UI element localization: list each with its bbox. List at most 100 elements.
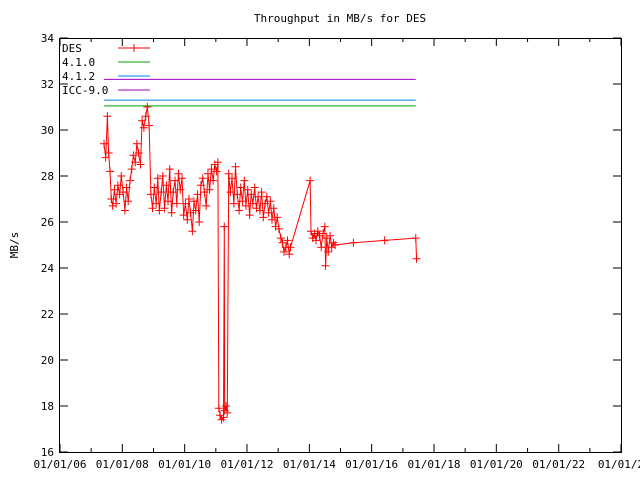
data-point (184, 195, 193, 203)
data-point (219, 413, 228, 422)
y-tick-label: 30 (41, 124, 54, 137)
data-point (262, 192, 271, 201)
x-tick-label: 01/01/08 (96, 458, 149, 471)
data-point (107, 195, 116, 203)
y-tick-label: 20 (41, 354, 54, 367)
data-point (176, 185, 185, 194)
data-point (286, 243, 295, 252)
data-point (136, 160, 145, 169)
data-point (269, 204, 278, 213)
x-tick-label: 01/01/16 (345, 458, 398, 471)
data-point (186, 208, 195, 217)
data-point (153, 174, 162, 183)
data-point (113, 181, 122, 190)
data-point (119, 188, 128, 197)
x-tick-label: 01/01/06 (34, 458, 87, 471)
data-point (214, 404, 223, 413)
data-point (313, 227, 322, 236)
data-point (349, 238, 358, 247)
x-tick-label: 01/01/14 (283, 458, 336, 471)
data-point (122, 183, 131, 192)
y-tick-label: 24 (41, 262, 55, 275)
data-point (205, 185, 214, 194)
data-point (139, 123, 148, 132)
data-point (223, 408, 232, 417)
data-point (183, 215, 192, 224)
data-point (317, 243, 326, 252)
data-point (120, 206, 129, 215)
x-axis-ticks: 01/01/06 01/01/08 01/01/10 01/01/12 01/01/14… (34, 38, 640, 471)
data-point (146, 190, 155, 199)
data-point (276, 234, 285, 243)
data-point (250, 183, 259, 192)
data-point (306, 176, 315, 185)
data-point (150, 183, 159, 192)
data-point (106, 167, 115, 176)
data-point (179, 211, 188, 220)
data-point (200, 188, 209, 197)
x-tick-label: 01/01/10 (158, 458, 211, 471)
chart-title: Throughput in MB/s for DES (254, 12, 426, 25)
data-point (212, 167, 221, 176)
y-tick-label: 22 (41, 308, 54, 321)
data-point (112, 199, 121, 208)
data-point (224, 169, 233, 178)
data-point (189, 197, 198, 206)
series-layer (100, 78, 421, 424)
data-point (134, 149, 143, 157)
data-point (233, 190, 242, 199)
data-point (240, 176, 249, 185)
data-point (312, 236, 321, 245)
data-point (148, 204, 157, 213)
data-point (196, 181, 205, 190)
data-point (203, 169, 212, 178)
data-point (167, 208, 176, 217)
data-point (247, 190, 256, 199)
data-point (238, 197, 247, 206)
data-point (229, 199, 238, 208)
data-point (101, 153, 110, 162)
data-point (320, 222, 329, 231)
data-point (157, 188, 166, 197)
data-point (178, 174, 187, 183)
data-point (319, 229, 328, 238)
data-point (241, 201, 250, 210)
y-axis-ticks: 16 18 20 22 24 26 28 30 32 34 (41, 32, 621, 459)
data-point (104, 149, 113, 157)
data-point (207, 165, 216, 174)
x-tick-label: 01/01/22 (532, 458, 585, 471)
legend-label: ICC-9.0 (62, 84, 108, 97)
x-tick-label: 01/01/2 (598, 458, 640, 471)
data-point (129, 151, 138, 160)
data-point (171, 176, 180, 185)
data-point (127, 165, 136, 174)
y-tick-label: 16 (41, 446, 54, 459)
data-point (255, 206, 264, 215)
y-axis-label: MB/s (8, 232, 21, 259)
data-point (331, 241, 340, 249)
data-point (100, 139, 109, 148)
data-point (158, 172, 167, 180)
data-point (181, 199, 190, 208)
y-tick-label: 26 (41, 216, 54, 229)
data-point (321, 261, 330, 270)
data-point (248, 199, 257, 208)
data-point (257, 188, 266, 197)
data-point (162, 181, 171, 190)
data-point (188, 227, 197, 236)
data-point (283, 236, 292, 245)
x-tick-label: 01/01/12 (220, 458, 273, 471)
data-point (110, 185, 119, 194)
data-point (164, 197, 173, 206)
data-point (143, 103, 152, 111)
data-point (172, 199, 181, 208)
data-point (103, 112, 112, 121)
data-point (152, 199, 161, 208)
y-tick-label: 28 (41, 170, 54, 183)
data-point (266, 197, 275, 206)
y-tick-label: 32 (41, 78, 54, 91)
data-point (261, 199, 270, 208)
y-tick-label: 18 (41, 400, 54, 413)
